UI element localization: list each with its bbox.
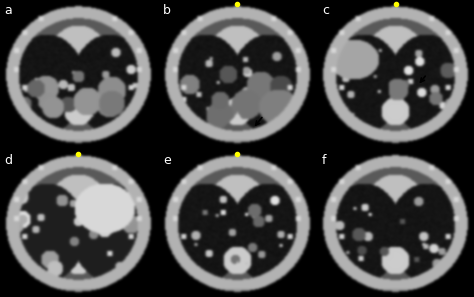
Text: a: a [5, 4, 12, 18]
Text: d: d [5, 154, 13, 167]
Text: b: b [164, 4, 171, 18]
Text: f: f [322, 154, 327, 167]
Text: e: e [164, 154, 171, 167]
Text: c: c [322, 4, 329, 18]
